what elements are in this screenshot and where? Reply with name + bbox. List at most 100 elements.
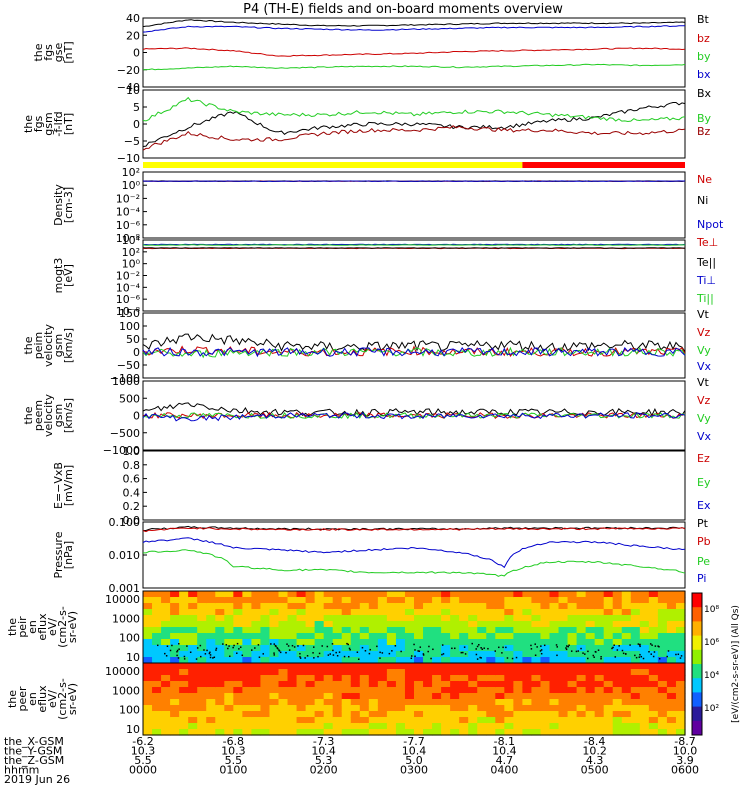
spectrogram-cell xyxy=(179,687,189,694)
spectrogram-cell xyxy=(558,723,569,730)
y-tick-label: 0 xyxy=(133,410,140,423)
spectrogram-cell xyxy=(567,615,578,622)
spectrogram-cell xyxy=(251,681,262,688)
spectrogram-cell xyxy=(233,615,243,622)
spectrogram-dropout xyxy=(208,652,211,655)
spectrogram-cell xyxy=(459,591,469,598)
spectrogram-cell xyxy=(486,651,496,658)
spectrogram-cell xyxy=(197,705,207,712)
y-tick-label: 100 xyxy=(119,632,140,645)
spectrogram-dropout xyxy=(176,650,178,653)
spectrogram-cell xyxy=(314,675,325,682)
spectrogram-cell xyxy=(350,621,361,628)
legend-entry: Vz xyxy=(697,394,711,407)
spectrogram-cell xyxy=(260,609,271,616)
legend-entry: Pi xyxy=(697,572,706,585)
spectrogram-cell xyxy=(567,645,578,652)
spectrogram-cell xyxy=(549,663,560,670)
spectrogram-cell xyxy=(233,687,243,694)
spectrogram-cell xyxy=(278,639,289,646)
spectrogram-cell xyxy=(450,717,460,724)
spectrogram-cell xyxy=(314,615,325,622)
spectrogram-cell xyxy=(197,651,207,658)
spectrogram-dropout xyxy=(481,648,484,651)
spectrogram-cell xyxy=(224,729,234,736)
spectrogram-dropout xyxy=(616,649,619,651)
spectrogram-cell xyxy=(531,717,542,724)
spectrogram-cell xyxy=(296,723,307,730)
spectrogram-cell xyxy=(314,717,325,724)
spectrogram-cell xyxy=(377,657,388,664)
spectrogram-cell xyxy=(314,669,325,676)
spectrogram-cell xyxy=(513,723,523,730)
spectrogram-cell xyxy=(314,645,325,652)
spectrogram-cell xyxy=(269,693,280,700)
spectrogram-dropout xyxy=(189,651,192,653)
spectrogram-cell xyxy=(224,603,234,610)
spectrogram-dropout xyxy=(566,645,568,647)
spectrogram-cell xyxy=(278,717,289,724)
legend-entry: by xyxy=(697,50,711,63)
spectrogram-cell xyxy=(188,603,198,610)
spectrogram-cell xyxy=(531,651,542,658)
spectrogram-cell xyxy=(423,627,433,634)
spectrogram-cell xyxy=(269,591,280,598)
spectrogram-cell xyxy=(197,669,207,676)
spectrogram-cell xyxy=(576,609,587,616)
spectrogram-dropout xyxy=(634,654,636,657)
spectrogram-cell xyxy=(459,657,469,664)
legend-entry: Ex xyxy=(697,499,711,512)
spectrogram-cell xyxy=(549,705,560,712)
spectrogram-cell xyxy=(432,723,442,730)
spectrogram-cell xyxy=(621,597,632,604)
y-tick-label: −1000 xyxy=(103,444,140,457)
y-axis-label: en xyxy=(26,692,39,706)
spectrogram-dropout xyxy=(476,645,479,648)
spectrogram-cell xyxy=(332,663,343,670)
spectrogram-cell xyxy=(197,615,207,622)
spectrogram-cell xyxy=(558,687,569,694)
spectrogram-cell xyxy=(233,603,243,610)
series-line xyxy=(142,412,686,422)
y-axis-label: E=−VxB xyxy=(52,462,65,509)
spectrogram-cell xyxy=(323,717,334,724)
spectrogram-cell xyxy=(296,699,307,706)
spectrogram-cell xyxy=(468,603,478,610)
spectrogram-cell xyxy=(251,711,262,718)
spectrogram-cell xyxy=(386,711,397,718)
spectrogram-cell xyxy=(161,675,171,682)
spectrogram-cell xyxy=(450,693,460,700)
spectrogram-cell xyxy=(206,717,216,724)
spectrogram-cell xyxy=(305,651,316,658)
spectrogram-cell xyxy=(630,633,641,640)
spectrogram-cell xyxy=(242,723,252,730)
spectrogram-cell xyxy=(206,597,216,604)
spectrogram-cell xyxy=(630,615,641,622)
spectrogram-cell xyxy=(513,675,523,682)
spectrogram-cell xyxy=(468,645,478,652)
spectrogram-cell xyxy=(495,615,505,622)
spectrogram-cell xyxy=(332,699,343,706)
spectrogram-cell xyxy=(377,651,388,658)
x-axis-value: 10.0 xyxy=(673,745,698,758)
spectrogram-cell xyxy=(639,693,650,700)
spectrogram-cell xyxy=(386,729,397,736)
spectrogram-cell xyxy=(260,597,271,604)
spectrogram-cell xyxy=(504,591,514,598)
spectrogram-dropout xyxy=(612,646,614,649)
spectrogram-cell xyxy=(612,729,623,736)
spectrogram-cell xyxy=(341,723,352,730)
spectrogram-cell xyxy=(197,687,207,694)
spectrogram-cell xyxy=(585,681,596,688)
spectrogram-cell xyxy=(585,591,596,598)
colorbar-swatch xyxy=(692,621,702,637)
spectrogram-cell xyxy=(260,627,271,634)
spectrogram-cell xyxy=(341,687,352,694)
spectrogram-cell xyxy=(152,627,162,634)
spectrogram-cell xyxy=(350,687,361,694)
spectrogram-cell xyxy=(585,621,596,628)
spectrogram-dropout xyxy=(321,645,323,647)
legend-entry: Bt xyxy=(697,13,710,26)
spectrogram-dropout xyxy=(213,656,216,659)
spectrogram-cell xyxy=(359,639,370,646)
